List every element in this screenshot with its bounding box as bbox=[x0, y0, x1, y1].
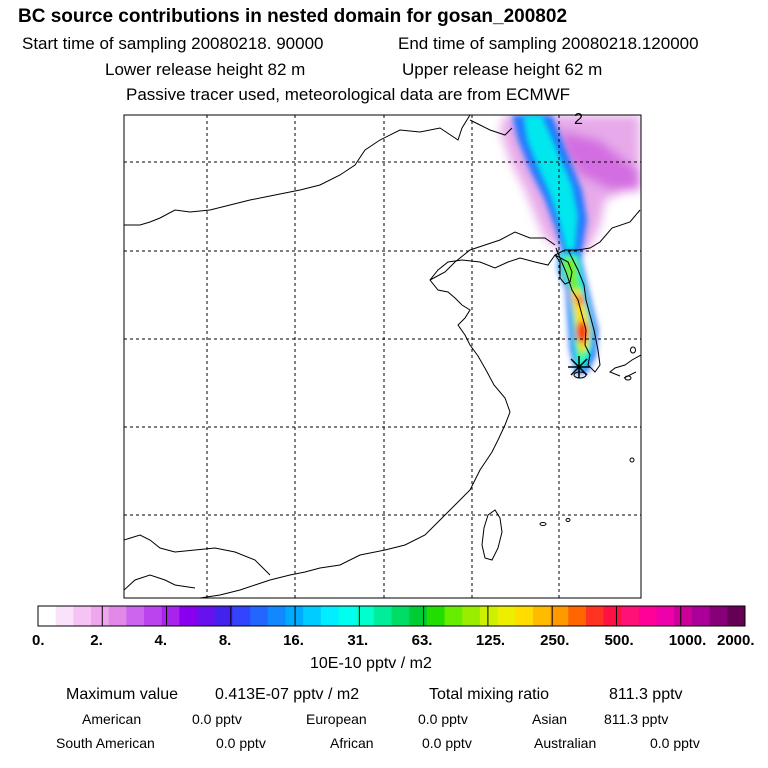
colorbar-cell bbox=[674, 606, 693, 626]
colorbar-cell bbox=[179, 606, 198, 626]
colorbar-cell bbox=[373, 606, 392, 626]
colorbar-tick-label: 500. bbox=[604, 632, 633, 649]
colorbar-tick-label: 0. bbox=[32, 632, 45, 649]
end-time-label: End time of sampling 20080218.120000 bbox=[398, 34, 699, 53]
colorbar-cell bbox=[462, 606, 481, 626]
colorbar-cell bbox=[197, 606, 216, 626]
max-value-label: Maximum value bbox=[66, 686, 179, 703]
map-frame bbox=[123, 114, 642, 599]
colorbar-cell bbox=[497, 606, 516, 626]
colorbar-cell bbox=[603, 606, 622, 626]
colorbar-cell bbox=[391, 606, 410, 626]
upper-height-label: Upper release height 62 m bbox=[402, 60, 603, 79]
region-name: Australian bbox=[534, 735, 597, 751]
region-value: 0.0 pptv bbox=[418, 711, 468, 727]
map-corner-label: 2 bbox=[574, 111, 583, 128]
japan-coast bbox=[609, 354, 641, 377]
colorbar-cell bbox=[709, 606, 728, 626]
region-name: African bbox=[330, 735, 374, 751]
colorbar-cell bbox=[285, 606, 304, 626]
colorbar-cell bbox=[568, 606, 587, 626]
colorbar-tick-label: 63. bbox=[412, 632, 433, 649]
colorbar-tick-label: 1000. bbox=[669, 632, 707, 649]
colorbar-tick-label: 2000. bbox=[717, 632, 755, 649]
colorbar-tick-label: 2. bbox=[90, 632, 103, 649]
region-name: European bbox=[306, 711, 367, 727]
colorbar-unit: 10E-10 pptv / m2 bbox=[310, 655, 432, 672]
colorbar-cell bbox=[320, 606, 339, 626]
lat-lon-grid bbox=[124, 115, 641, 598]
colorbar-cell bbox=[532, 606, 552, 626]
total-mixing-value: 811.3 pptv bbox=[609, 686, 683, 703]
colorbar-cell bbox=[161, 606, 180, 626]
colorbar-cell bbox=[232, 606, 251, 626]
colorbar-cell bbox=[444, 606, 463, 626]
colorbar-tick-label: 4. bbox=[155, 632, 168, 649]
lower-height-label: Lower release height 82 m bbox=[105, 60, 306, 79]
colorbar-cell bbox=[550, 606, 569, 626]
asterisk-icon bbox=[568, 356, 590, 378]
colorbar-tick-label: 31. bbox=[347, 632, 368, 649]
colorbar-cell bbox=[656, 606, 675, 626]
colorbar-cell bbox=[250, 606, 269, 626]
colorbar-cell bbox=[267, 606, 286, 626]
colorbar-cell bbox=[691, 606, 711, 626]
colorbar-cell bbox=[55, 606, 74, 626]
plume-cyan-core bbox=[523, 115, 578, 252]
colorbar-cell bbox=[126, 606, 145, 626]
colorbar-cell bbox=[144, 606, 163, 626]
colorbar-cell bbox=[91, 606, 110, 626]
colorbar-cell bbox=[585, 606, 605, 626]
colorbar-cell bbox=[338, 606, 357, 626]
region-value: 0.0 pptv bbox=[216, 735, 266, 751]
colorbar-cell bbox=[214, 606, 233, 626]
region-name: American bbox=[82, 711, 142, 727]
colorbar-cell bbox=[38, 606, 57, 626]
colorbar-cell bbox=[108, 606, 127, 626]
max-value: 0.413E-07 pptv / m2 bbox=[215, 686, 360, 703]
tracer-note: Passive tracer used, meteorological data… bbox=[126, 85, 571, 104]
colorbar-cell bbox=[727, 606, 746, 626]
colorbar-tick-label: 16. bbox=[283, 632, 304, 649]
region-value: 811.3 pptv bbox=[604, 711, 669, 727]
colorbar-cell bbox=[479, 606, 499, 626]
coastlines bbox=[124, 115, 641, 598]
colorbar-tick-label: 250. bbox=[540, 632, 569, 649]
colorbar-cell bbox=[356, 606, 375, 626]
total-mixing-label: Total mixing ratio bbox=[429, 686, 550, 703]
colorbar-cell bbox=[638, 606, 658, 626]
region-value: 0.0 pptv bbox=[650, 735, 700, 751]
colorbar-cell bbox=[426, 606, 446, 626]
colorbar-cell bbox=[621, 606, 640, 626]
taiwan-island bbox=[481, 509, 503, 561]
region-name: South American bbox=[56, 735, 155, 751]
start-time-label: Start time of sampling 20080218. 90000 bbox=[22, 34, 324, 53]
colorbar-cell bbox=[73, 606, 92, 626]
colorbar-cell bbox=[515, 606, 534, 626]
plot-title: BC source contributions in nested domain… bbox=[18, 6, 568, 27]
small-islands bbox=[539, 346, 637, 526]
colorbar-cell bbox=[409, 606, 428, 626]
region-name: Asian bbox=[532, 711, 568, 727]
region-value: 0.0 pptv bbox=[192, 711, 242, 727]
colorbar-tick-label: 125. bbox=[476, 632, 505, 649]
region-value: 0.0 pptv bbox=[422, 735, 472, 751]
colorbar-tick-label: 8. bbox=[219, 632, 232, 649]
colorbar-cell bbox=[303, 606, 322, 626]
